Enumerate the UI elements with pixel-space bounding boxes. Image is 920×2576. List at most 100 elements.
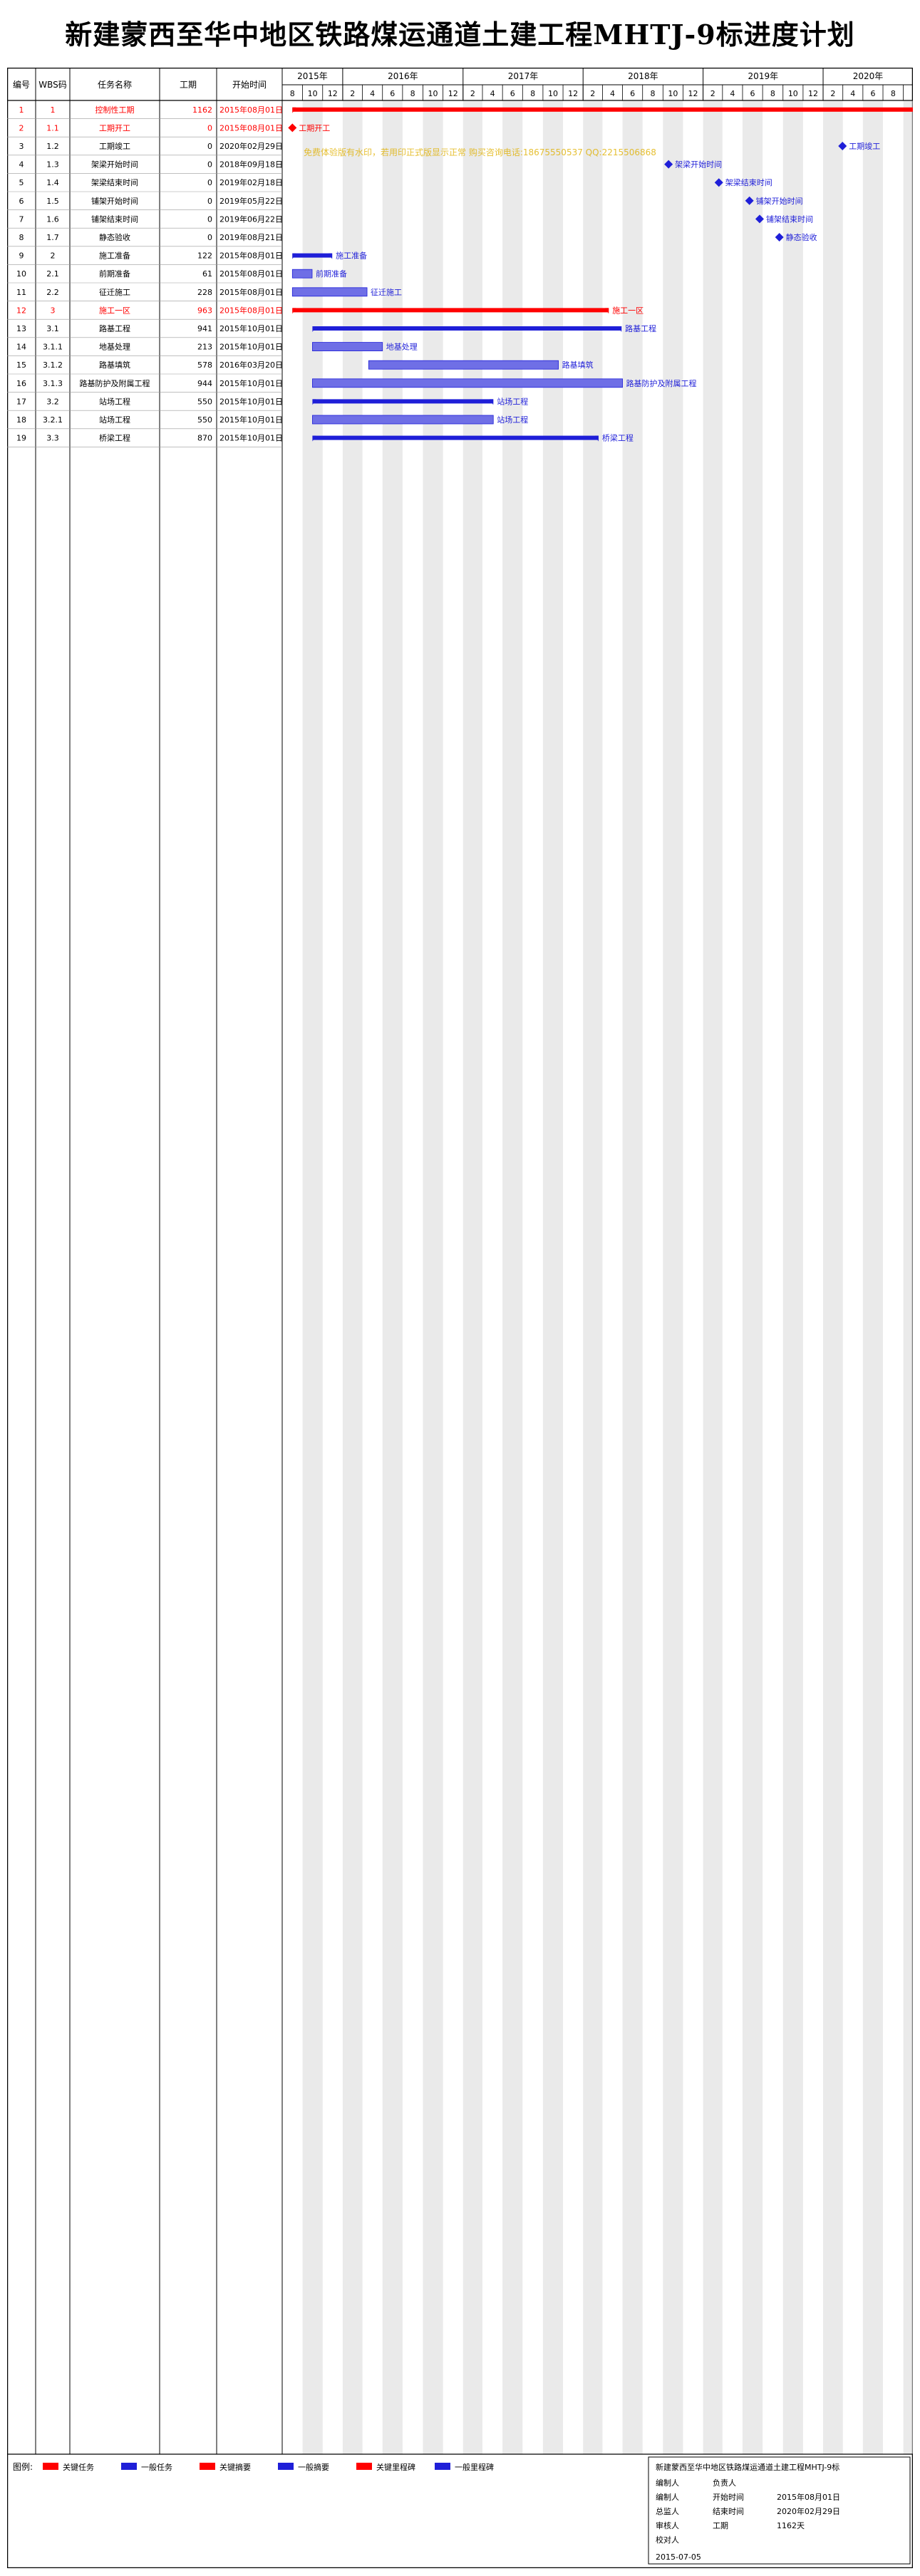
table-cell: 19 — [16, 434, 26, 443]
month-label: 2 — [590, 89, 595, 98]
table-cell: 550 — [197, 415, 212, 425]
info-value2: 2015年08月01日 — [777, 2492, 840, 2502]
legend-item: 一般摘要 — [298, 2462, 329, 2472]
year-label: 2020年 — [853, 71, 884, 81]
table-cell: 3.2.1 — [43, 415, 63, 425]
table-cell: 6 — [19, 197, 24, 206]
legend-swatch — [121, 2463, 137, 2470]
info-value: 结束时间 — [713, 2507, 744, 2516]
month-label: 6 — [870, 89, 875, 98]
table-cell: 路基防护及附属工程 — [80, 378, 150, 388]
page-title: 新建蒙西至华中地区铁路煤运通道土建工程MHTJ-9标进度计划 — [65, 19, 855, 51]
table-cell: 1162 — [192, 105, 212, 115]
table-cell: 1.2 — [46, 142, 59, 151]
table-cell: 2015年08月01日 — [219, 287, 283, 297]
table-cell: 5 — [19, 178, 24, 187]
table-cell: 桥梁工程 — [99, 433, 130, 443]
legend-item: 关键里程碑 — [376, 2462, 415, 2472]
table-cell: 2015年08月01日 — [219, 123, 283, 133]
table-cell: 铺架结束时间 — [91, 214, 138, 224]
gantt-bar — [291, 287, 368, 297]
table-cell: 2015年10月01日 — [219, 396, 283, 406]
legend-swatch — [435, 2463, 450, 2470]
table-cell: 2015年10月01日 — [219, 323, 283, 333]
print-date: 2015-07-05 — [656, 2552, 701, 2562]
table-cell: 17 — [16, 397, 26, 406]
gantt-summary-bar — [292, 308, 609, 313]
year-label: 2016年 — [388, 71, 418, 81]
table-cell: 10 — [16, 269, 26, 279]
table-cell: 16 — [16, 379, 26, 388]
table-cell: 61 — [202, 269, 212, 279]
month-label: 12 — [688, 89, 698, 98]
table-cell: 1.4 — [46, 178, 59, 187]
gantt-milestone — [664, 160, 673, 169]
shade-band — [782, 100, 803, 2454]
month-label: 2 — [830, 89, 835, 98]
table-cell: 7 — [19, 214, 24, 224]
table-cell: 地基处理 — [99, 343, 130, 352]
gantt-label: 施工一区 — [612, 306, 644, 315]
legend-item: 关键任务 — [63, 2462, 94, 2472]
month-label: 6 — [510, 89, 515, 98]
column-header: 编号 — [13, 79, 30, 90]
table-cell: 2020年02月29日 — [219, 141, 283, 151]
table-cell: 架梁开始时间 — [91, 160, 138, 170]
shade-band — [302, 100, 323, 2454]
column-header: 任务名称 — [98, 79, 132, 90]
table-cell: 963 — [197, 306, 212, 315]
info-value: 开始时间 — [713, 2492, 744, 2502]
table-cell: 2 — [51, 251, 56, 261]
month-label: 4 — [490, 89, 495, 98]
gantt-summary-bar — [312, 326, 622, 331]
table-cell: 944 — [197, 379, 212, 388]
table-cell: 2015年10月01日 — [219, 342, 283, 352]
table-cell: 2 — [19, 123, 24, 133]
table-cell: 11 — [16, 288, 26, 297]
info-box — [648, 2456, 911, 2565]
table-cell: 12 — [16, 306, 26, 315]
gantt-bar — [312, 342, 383, 352]
month-label: 12 — [808, 89, 818, 98]
table-cell: 0 — [207, 160, 212, 170]
month-label: 10 — [668, 89, 678, 98]
gantt-label: 路基防护及附属工程 — [626, 378, 697, 388]
watermark: 免费体验版有水印，若用印正式版显示正常 购买咨询电话:18675550537 Q… — [304, 147, 656, 157]
month-label: 8 — [290, 89, 295, 98]
gantt-milestone — [775, 233, 784, 242]
column-header: 工期 — [180, 80, 197, 90]
shade-band — [703, 100, 723, 2454]
gantt-label: 静态验收 — [786, 232, 817, 242]
gantt-milestone — [288, 123, 297, 133]
month-label: 10 — [548, 89, 558, 98]
gantt-label: 铺架开始时间 — [756, 196, 803, 206]
legend-swatch — [43, 2463, 58, 2470]
table-cell: 路基填筑 — [99, 360, 130, 370]
month-label: 6 — [630, 89, 635, 98]
legend-item: 一般任务 — [141, 2463, 172, 2472]
table-cell: 8 — [19, 233, 24, 242]
gantt-summary-bar — [292, 253, 333, 258]
shade-band — [542, 100, 564, 2454]
table-cell: 1.6 — [46, 214, 59, 224]
table-cell: 18 — [16, 415, 26, 425]
gantt-label: 站场工程 — [497, 415, 528, 425]
table-cell: 3 — [51, 306, 56, 315]
gantt-bar — [368, 360, 559, 370]
table-cell: 228 — [197, 288, 212, 297]
info-label: 编制人 — [656, 2478, 679, 2488]
table-cell: 3.1 — [46, 324, 59, 333]
table-cell: 2015年08月01日 — [219, 305, 283, 315]
table-cell: 3.1.3 — [43, 379, 63, 388]
gantt-label: 路基工程 — [625, 324, 656, 333]
table-cell: 静态验收 — [99, 232, 130, 242]
gantt-milestone — [838, 142, 847, 150]
table-cell: 1.7 — [46, 233, 59, 242]
info-label: 编制人 — [656, 2492, 679, 2502]
gantt-label: 桥梁工程 — [602, 433, 634, 443]
shade-band — [423, 100, 443, 2454]
month-label: 10 — [428, 89, 438, 98]
table-cell: 2.2 — [46, 288, 59, 297]
month-label: 2 — [710, 89, 715, 98]
